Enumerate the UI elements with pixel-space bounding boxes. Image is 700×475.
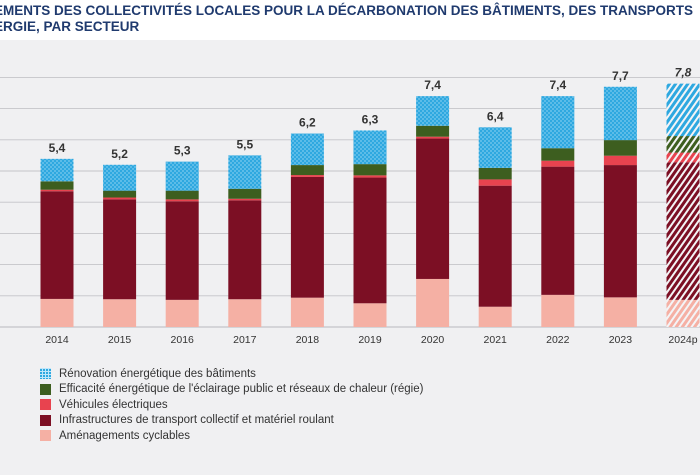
legend-label: Rénovation énergétique des bâtiments bbox=[59, 367, 256, 380]
bar-segment-2022-4 bbox=[541, 96, 575, 149]
bar-segment-2020-2 bbox=[416, 136, 450, 139]
bar-segment-2015-0 bbox=[103, 299, 137, 327]
legend-swatch bbox=[40, 368, 51, 380]
bar-segment-2014-2 bbox=[40, 189, 74, 192]
bar-segment-2014-3 bbox=[40, 181, 74, 190]
bar-segment-2017-0 bbox=[228, 299, 262, 327]
total-label: 7,4 bbox=[549, 78, 566, 92]
bar-segment-2023-4 bbox=[603, 86, 637, 141]
x-tick-label: 2024p bbox=[668, 334, 697, 346]
legend-item: Rénovation énergétique des bâtiments bbox=[40, 366, 423, 382]
bar-segment-2024p-0 bbox=[666, 299, 700, 327]
bar-segment-2018-1 bbox=[290, 176, 324, 298]
bar-segment-2020-3 bbox=[416, 125, 450, 137]
bar-segment-2019-1 bbox=[353, 177, 387, 304]
bar-segment-2018-4 bbox=[290, 133, 324, 166]
legend-item: Véhicules électriques bbox=[40, 397, 423, 413]
bar-segment-2021-4 bbox=[478, 127, 512, 168]
x-tick-label: 2019 bbox=[358, 334, 382, 346]
bar-segment-2021-2 bbox=[478, 179, 512, 186]
bar-segment-2020-4 bbox=[416, 96, 450, 126]
bar-segment-2022-0 bbox=[541, 294, 575, 327]
total-label: 5,5 bbox=[236, 137, 253, 151]
bar-segment-2017-4 bbox=[228, 155, 262, 189]
x-tick-label: 2020 bbox=[421, 334, 445, 346]
bar-segment-2019-2 bbox=[353, 175, 387, 178]
bar-segment-2017-3 bbox=[228, 188, 262, 199]
bar-segment-2019-3 bbox=[353, 164, 387, 176]
x-tick-label: 2016 bbox=[171, 334, 195, 346]
total-label: 7,4 bbox=[424, 78, 441, 92]
legend-label: Efficacité énergétique de l'éclairage pu… bbox=[59, 383, 424, 396]
x-tick-label: 2015 bbox=[108, 334, 132, 346]
bar-segment-2024p-4 bbox=[666, 83, 700, 137]
x-tick-label: 2018 bbox=[296, 334, 320, 346]
total-label: 7,7 bbox=[612, 69, 629, 83]
x-tick-label: 2022 bbox=[546, 334, 570, 346]
title-line-1: EMENTS DES COLLECTIVITÉS LOCALES POUR LA… bbox=[0, 3, 694, 18]
bar-segment-2019-0 bbox=[353, 303, 387, 327]
bar-segment-2016-4 bbox=[165, 161, 199, 191]
bar-segment-2024p-2 bbox=[666, 152, 700, 163]
legend-label: Aménagements cyclables bbox=[59, 429, 191, 442]
bar-segment-2016-0 bbox=[165, 299, 199, 327]
bar-segment-2021-3 bbox=[478, 167, 512, 180]
bar-segment-2014-4 bbox=[40, 158, 74, 182]
legend-swatch bbox=[40, 383, 51, 395]
bar-segment-2022-1 bbox=[541, 166, 575, 295]
bar-segment-2016-2 bbox=[165, 199, 199, 202]
title-band bbox=[0, 0, 700, 40]
legend: Rénovation énergétique des bâtiments Effi… bbox=[40, 366, 423, 444]
total-label: 7,8 bbox=[675, 66, 692, 80]
bar-segment-2014-1 bbox=[40, 191, 74, 299]
bar-segment-2021-1 bbox=[478, 185, 512, 307]
bar-segment-2015-2 bbox=[103, 197, 137, 200]
bar-segment-2022-2 bbox=[541, 160, 575, 167]
bar-segment-2018-2 bbox=[290, 175, 324, 177]
bar-segment-2015-1 bbox=[103, 199, 137, 300]
bar-segment-2016-3 bbox=[165, 190, 199, 200]
total-label: 5,4 bbox=[49, 141, 66, 155]
x-tick-label: 2014 bbox=[45, 334, 69, 346]
legend-swatch bbox=[40, 399, 51, 411]
bar-segment-2016-1 bbox=[165, 201, 199, 300]
legend-label: Infrastructures de transport collectif e… bbox=[59, 414, 334, 427]
bar-segment-2017-1 bbox=[228, 200, 262, 300]
x-tick-label: 2023 bbox=[609, 334, 633, 346]
x-tick-label: 2017 bbox=[233, 334, 257, 346]
total-label: 6,2 bbox=[299, 116, 316, 130]
bar-segment-2023-0 bbox=[603, 297, 637, 327]
title-line-2: ERGIE, PAR SECTEUR bbox=[0, 19, 140, 34]
bar-segment-2018-3 bbox=[290, 165, 324, 176]
stacked-bar-chart: 5,4 2014 5,2 2015 5,3 2016 5,5 2017 6,2 2018 6,3 20… bbox=[0, 66, 700, 346]
legend-item: Infrastructures de transport collectif e… bbox=[40, 413, 423, 429]
bar-segment-2021-0 bbox=[478, 306, 512, 327]
legend-label: Véhicules électriques bbox=[59, 398, 168, 411]
bar-segment-2020-1 bbox=[416, 138, 450, 279]
bar-segment-2024p-3 bbox=[666, 136, 700, 153]
total-label: 5,2 bbox=[111, 147, 128, 161]
chart-title: EMENTS DES COLLECTIVITÉS LOCALES POUR LA… bbox=[0, 3, 693, 35]
total-label: 6,3 bbox=[362, 112, 379, 126]
bar-segment-2023-3 bbox=[603, 140, 637, 156]
bar-segment-2020-0 bbox=[416, 278, 450, 327]
legend-item: Efficacité énergétique de l'éclairage pu… bbox=[40, 382, 423, 398]
legend-swatch bbox=[40, 414, 51, 426]
bar-segment-2022-3 bbox=[541, 148, 575, 161]
bar-segment-2018-0 bbox=[290, 297, 324, 327]
bar-segment-2015-4 bbox=[103, 164, 137, 191]
bar-segment-2019-4 bbox=[353, 130, 387, 165]
bar-segment-2015-3 bbox=[103, 190, 137, 198]
legend-item: Aménagements cyclables bbox=[40, 428, 423, 444]
bar-segment-2024p-1 bbox=[666, 162, 700, 300]
bar-segment-2023-2 bbox=[603, 155, 637, 166]
bar-segment-2023-1 bbox=[603, 165, 637, 298]
total-label: 5,3 bbox=[174, 144, 191, 158]
legend-swatch bbox=[40, 430, 51, 442]
bar-segment-2017-2 bbox=[228, 198, 262, 201]
bar-segment-2014-0 bbox=[40, 298, 74, 327]
x-tick-label: 2021 bbox=[484, 334, 508, 346]
total-label: 6,4 bbox=[487, 109, 504, 123]
